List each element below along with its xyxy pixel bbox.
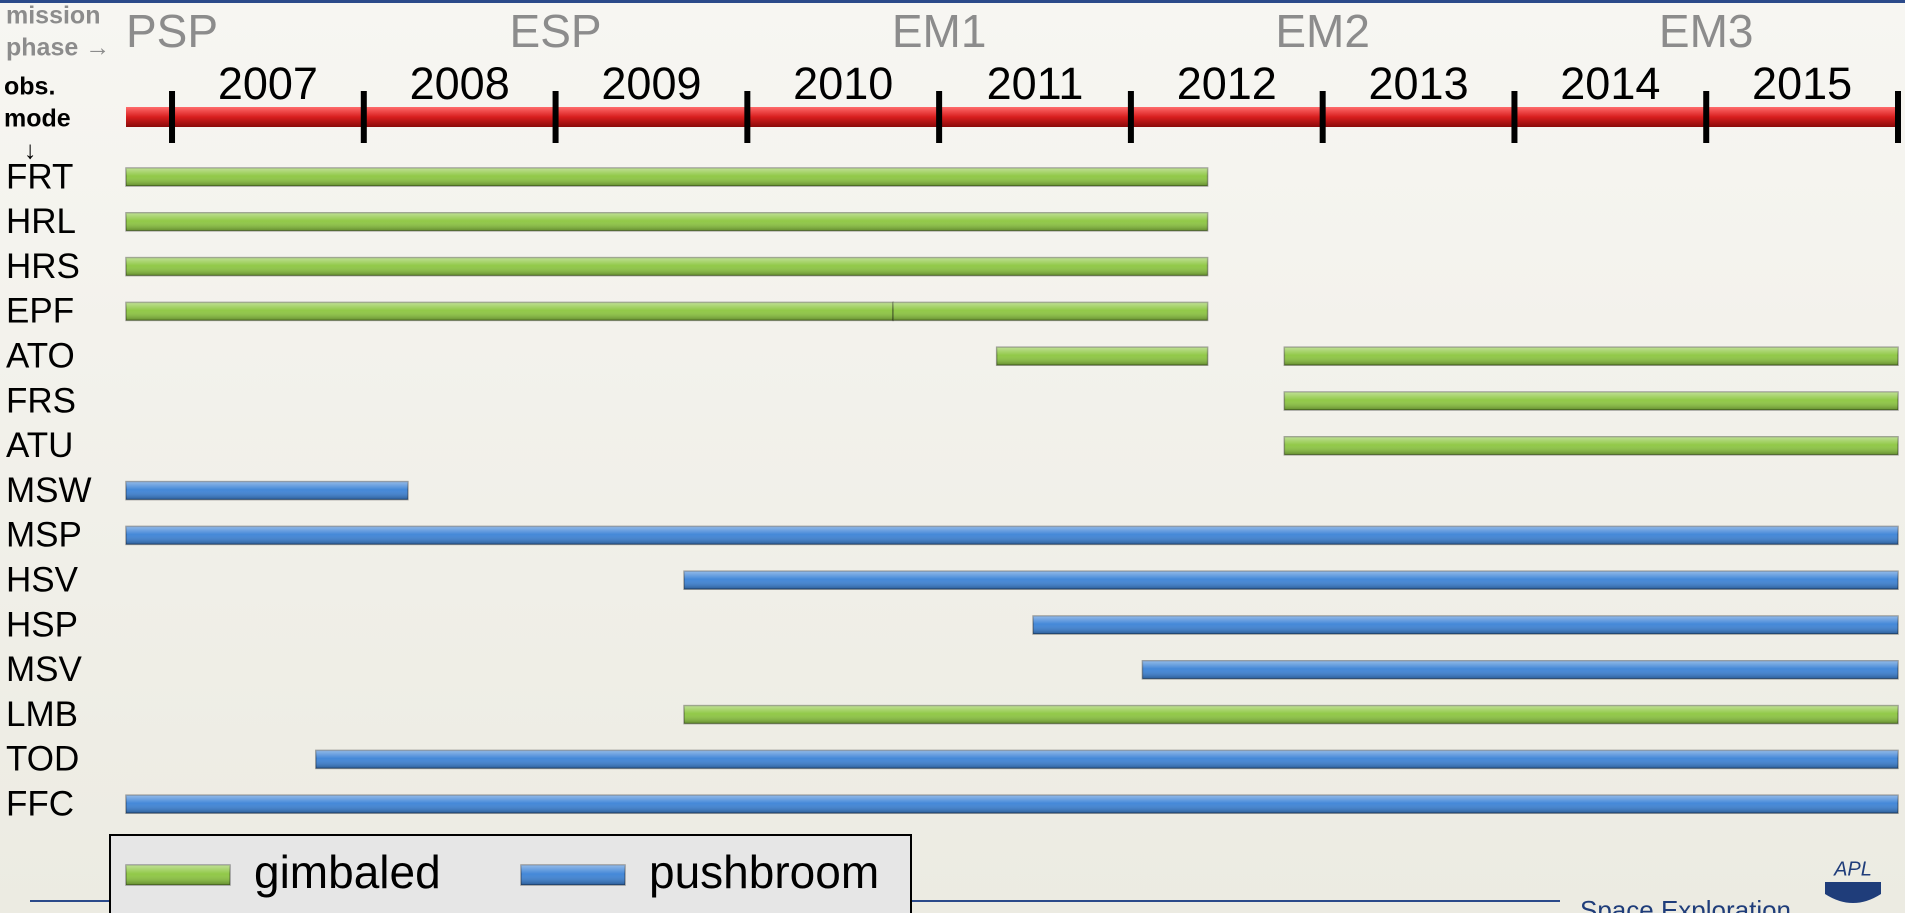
row-label: EPF xyxy=(6,292,74,331)
bar-shade xyxy=(126,526,1898,545)
year-label: 2008 xyxy=(410,58,510,109)
phase-header: phase → xyxy=(6,34,110,62)
row-label: LMB xyxy=(6,695,78,734)
phase-label: EM1 xyxy=(892,5,987,57)
year-label: 2014 xyxy=(1560,58,1660,109)
bar-shade xyxy=(126,481,408,500)
row-label: FRS xyxy=(6,381,76,420)
bar-shade xyxy=(996,347,1208,366)
bar-shade xyxy=(521,865,625,885)
bar-shade xyxy=(126,795,1898,814)
legend-label: gimbaled xyxy=(254,846,441,898)
bar-shade xyxy=(1284,436,1898,455)
bar-shade xyxy=(126,865,230,885)
bar-shade xyxy=(684,705,1898,724)
row-label: MSW xyxy=(6,471,92,510)
mode-header: obs. xyxy=(4,73,55,101)
row-label: ATO xyxy=(6,336,75,375)
row-label: HSV xyxy=(6,560,79,599)
bar xyxy=(1283,391,1899,411)
bar xyxy=(125,480,409,501)
year-label: 2010 xyxy=(793,58,893,109)
bar xyxy=(683,704,1899,725)
bar xyxy=(1141,660,1899,680)
row-label: TOD xyxy=(6,740,79,779)
phase-label: EM2 xyxy=(1275,5,1370,57)
bar-shade xyxy=(126,168,1208,186)
logo: APL xyxy=(1833,858,1872,880)
bar xyxy=(1032,615,1899,635)
year-label: 2015 xyxy=(1752,58,1852,109)
bar xyxy=(125,525,1899,546)
bar-shade xyxy=(1284,392,1898,410)
bar xyxy=(892,301,1209,322)
bar xyxy=(125,212,1209,232)
bar-shade xyxy=(126,257,1208,276)
row-label: HRS xyxy=(6,247,80,286)
mode-header: ↓ xyxy=(24,137,37,165)
bar-shade xyxy=(1142,660,1898,679)
bar-shade xyxy=(684,571,1898,590)
bar xyxy=(1283,436,1899,456)
row-label: MSV xyxy=(6,650,83,689)
mode-header: mode xyxy=(4,105,71,133)
phase-label: ESP xyxy=(510,5,602,57)
year-label: 2013 xyxy=(1369,58,1469,109)
legend-box xyxy=(109,834,912,913)
year-label: 2007 xyxy=(218,58,318,109)
bar xyxy=(125,301,894,322)
bar xyxy=(125,864,231,886)
row-label: FFC xyxy=(6,784,74,823)
bar xyxy=(520,864,626,886)
year-label: 2011 xyxy=(987,58,1084,109)
row-label: MSP xyxy=(6,516,82,555)
year-label: 2009 xyxy=(601,58,701,109)
timeline-bar xyxy=(126,107,1898,127)
row-label: FRT xyxy=(6,157,73,196)
legend-label: pushbroom xyxy=(649,846,879,898)
phase-header: mission xyxy=(6,2,100,30)
row-label: HRL xyxy=(6,202,76,241)
bar xyxy=(315,749,1899,770)
bar xyxy=(125,167,1209,187)
row-label: ATU xyxy=(6,426,73,465)
row-label: HSP xyxy=(6,605,78,644)
bar-shade xyxy=(1284,347,1898,366)
bar-shade xyxy=(893,302,1208,321)
year-label: 2012 xyxy=(1177,58,1277,109)
top-rule xyxy=(0,0,1905,3)
logo-shield xyxy=(1825,882,1881,903)
bar-shade xyxy=(1033,616,1898,634)
bar xyxy=(1283,346,1899,366)
bar xyxy=(125,256,1209,277)
bar xyxy=(995,346,1209,366)
bar xyxy=(683,570,1899,590)
phase-label: PSP xyxy=(126,5,218,57)
bar-shade xyxy=(315,750,1898,769)
bar xyxy=(125,794,1899,814)
bar-shade xyxy=(126,302,894,321)
footer: Space Exploration xyxy=(1580,895,1791,913)
phase-label: EM3 xyxy=(1659,5,1754,57)
bar-shade xyxy=(126,212,1208,231)
